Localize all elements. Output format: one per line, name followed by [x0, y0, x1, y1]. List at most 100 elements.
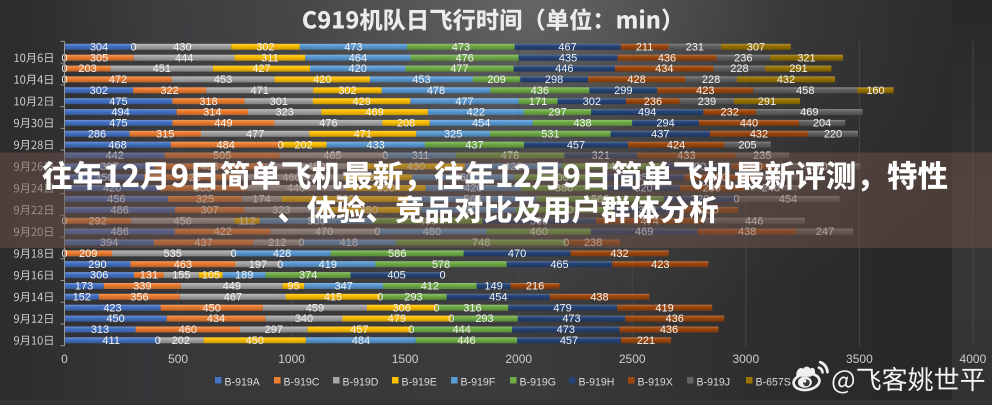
svg-text:437: 437 [651, 128, 669, 140]
svg-text:B-919X: B-919X [638, 377, 673, 389]
svg-text:411: 411 [102, 335, 120, 347]
svg-text:454: 454 [489, 291, 507, 303]
svg-text:221: 221 [637, 335, 655, 347]
svg-text:422: 422 [467, 107, 485, 119]
svg-text:374: 374 [299, 270, 317, 282]
svg-text:314: 314 [203, 107, 221, 119]
svg-text:228: 228 [730, 63, 748, 75]
svg-text:434: 434 [207, 313, 225, 325]
svg-text:430: 430 [173, 41, 191, 53]
svg-text:306: 306 [393, 302, 411, 314]
svg-text:220: 220 [824, 128, 842, 140]
svg-text:457: 457 [567, 139, 585, 151]
svg-text:469: 469 [365, 107, 383, 119]
svg-text:479: 479 [388, 313, 406, 325]
svg-text:457: 457 [560, 335, 578, 347]
svg-text:432: 432 [777, 74, 795, 86]
svg-text:473: 473 [344, 41, 362, 53]
svg-text:454: 454 [472, 118, 490, 130]
svg-text:468: 468 [108, 139, 126, 151]
svg-text:471: 471 [354, 128, 372, 140]
svg-text:297: 297 [548, 107, 566, 119]
svg-text:433: 433 [367, 139, 385, 151]
svg-text:173: 173 [75, 281, 93, 293]
svg-text:236: 236 [734, 52, 752, 64]
svg-text:323: 323 [276, 107, 294, 119]
svg-text:203: 203 [78, 63, 96, 75]
svg-text:464: 464 [349, 52, 367, 64]
svg-text:0: 0 [130, 41, 136, 53]
svg-text:475: 475 [109, 118, 127, 130]
svg-text:451: 451 [153, 63, 171, 75]
svg-text:457: 457 [350, 324, 368, 336]
svg-text:204: 204 [813, 118, 831, 130]
svg-text:B-919F: B-919F [461, 377, 496, 389]
svg-text:477: 477 [455, 96, 473, 108]
svg-text:211: 211 [636, 41, 654, 53]
svg-text:477: 477 [246, 128, 264, 140]
svg-text:412: 412 [421, 281, 439, 293]
svg-text:435: 435 [559, 52, 577, 64]
svg-text:1000: 1000 [278, 352, 305, 366]
svg-text:2500: 2500 [619, 352, 646, 366]
svg-text:152: 152 [73, 291, 91, 303]
svg-text:B-657S: B-657S [756, 377, 791, 389]
svg-text:494: 494 [111, 107, 129, 119]
svg-text:450: 450 [246, 335, 264, 347]
svg-text:236: 236 [644, 96, 662, 108]
svg-text:446: 446 [457, 335, 475, 347]
svg-text:B-919H: B-919H [579, 377, 615, 389]
svg-text:434: 434 [655, 63, 673, 75]
svg-text:0: 0 [448, 313, 454, 325]
svg-text:197: 197 [249, 259, 267, 271]
svg-text:444: 444 [453, 324, 471, 336]
svg-text:0: 0 [277, 259, 283, 271]
svg-text:460: 460 [179, 324, 197, 336]
svg-text:302: 302 [338, 85, 356, 97]
svg-text:B-919J: B-919J [697, 377, 731, 389]
svg-text:347: 347 [335, 281, 353, 293]
svg-text:586: 586 [388, 248, 406, 260]
svg-text:290: 290 [88, 259, 106, 271]
svg-text:306: 306 [90, 270, 108, 282]
svg-text:453: 453 [214, 74, 232, 86]
svg-text:469: 469 [800, 107, 818, 119]
svg-text:205: 205 [738, 139, 756, 151]
svg-text:301: 301 [270, 96, 288, 108]
svg-text:189: 189 [235, 270, 253, 282]
svg-text:500: 500 [168, 352, 188, 366]
svg-text:0: 0 [408, 324, 414, 336]
svg-text:428: 428 [273, 248, 291, 260]
svg-text:473: 473 [557, 324, 575, 336]
svg-text:105: 105 [202, 270, 220, 282]
svg-text:420: 420 [313, 74, 331, 86]
svg-text:449: 449 [223, 281, 241, 293]
svg-text:453: 453 [412, 74, 430, 86]
svg-text:208: 208 [397, 118, 415, 130]
svg-text:339: 339 [133, 281, 151, 293]
svg-text:155: 155 [172, 270, 190, 282]
svg-text:318: 318 [199, 96, 217, 108]
svg-text:0: 0 [433, 302, 439, 314]
svg-text:209: 209 [487, 74, 505, 86]
svg-text:4000: 4000 [960, 352, 987, 366]
svg-text:494: 494 [638, 107, 656, 119]
svg-text:302: 302 [583, 96, 601, 108]
svg-text:436: 436 [658, 52, 676, 64]
svg-text:484: 484 [217, 139, 235, 151]
svg-text:436: 436 [666, 313, 684, 325]
svg-text:202: 202 [294, 139, 312, 151]
svg-text:436: 436 [660, 324, 678, 336]
svg-text:458: 458 [796, 85, 814, 97]
svg-text:239: 239 [698, 96, 716, 108]
svg-text:95: 95 [287, 281, 299, 293]
svg-text:3000: 3000 [732, 352, 759, 366]
svg-text:315: 315 [156, 128, 174, 140]
svg-text:405: 405 [387, 270, 405, 282]
svg-text:473: 473 [562, 313, 580, 325]
svg-text:149: 149 [484, 281, 502, 293]
svg-text:171: 171 [529, 96, 547, 108]
svg-text:479: 479 [553, 302, 571, 314]
svg-text:459: 459 [306, 302, 324, 314]
svg-text:436: 436 [531, 85, 549, 97]
